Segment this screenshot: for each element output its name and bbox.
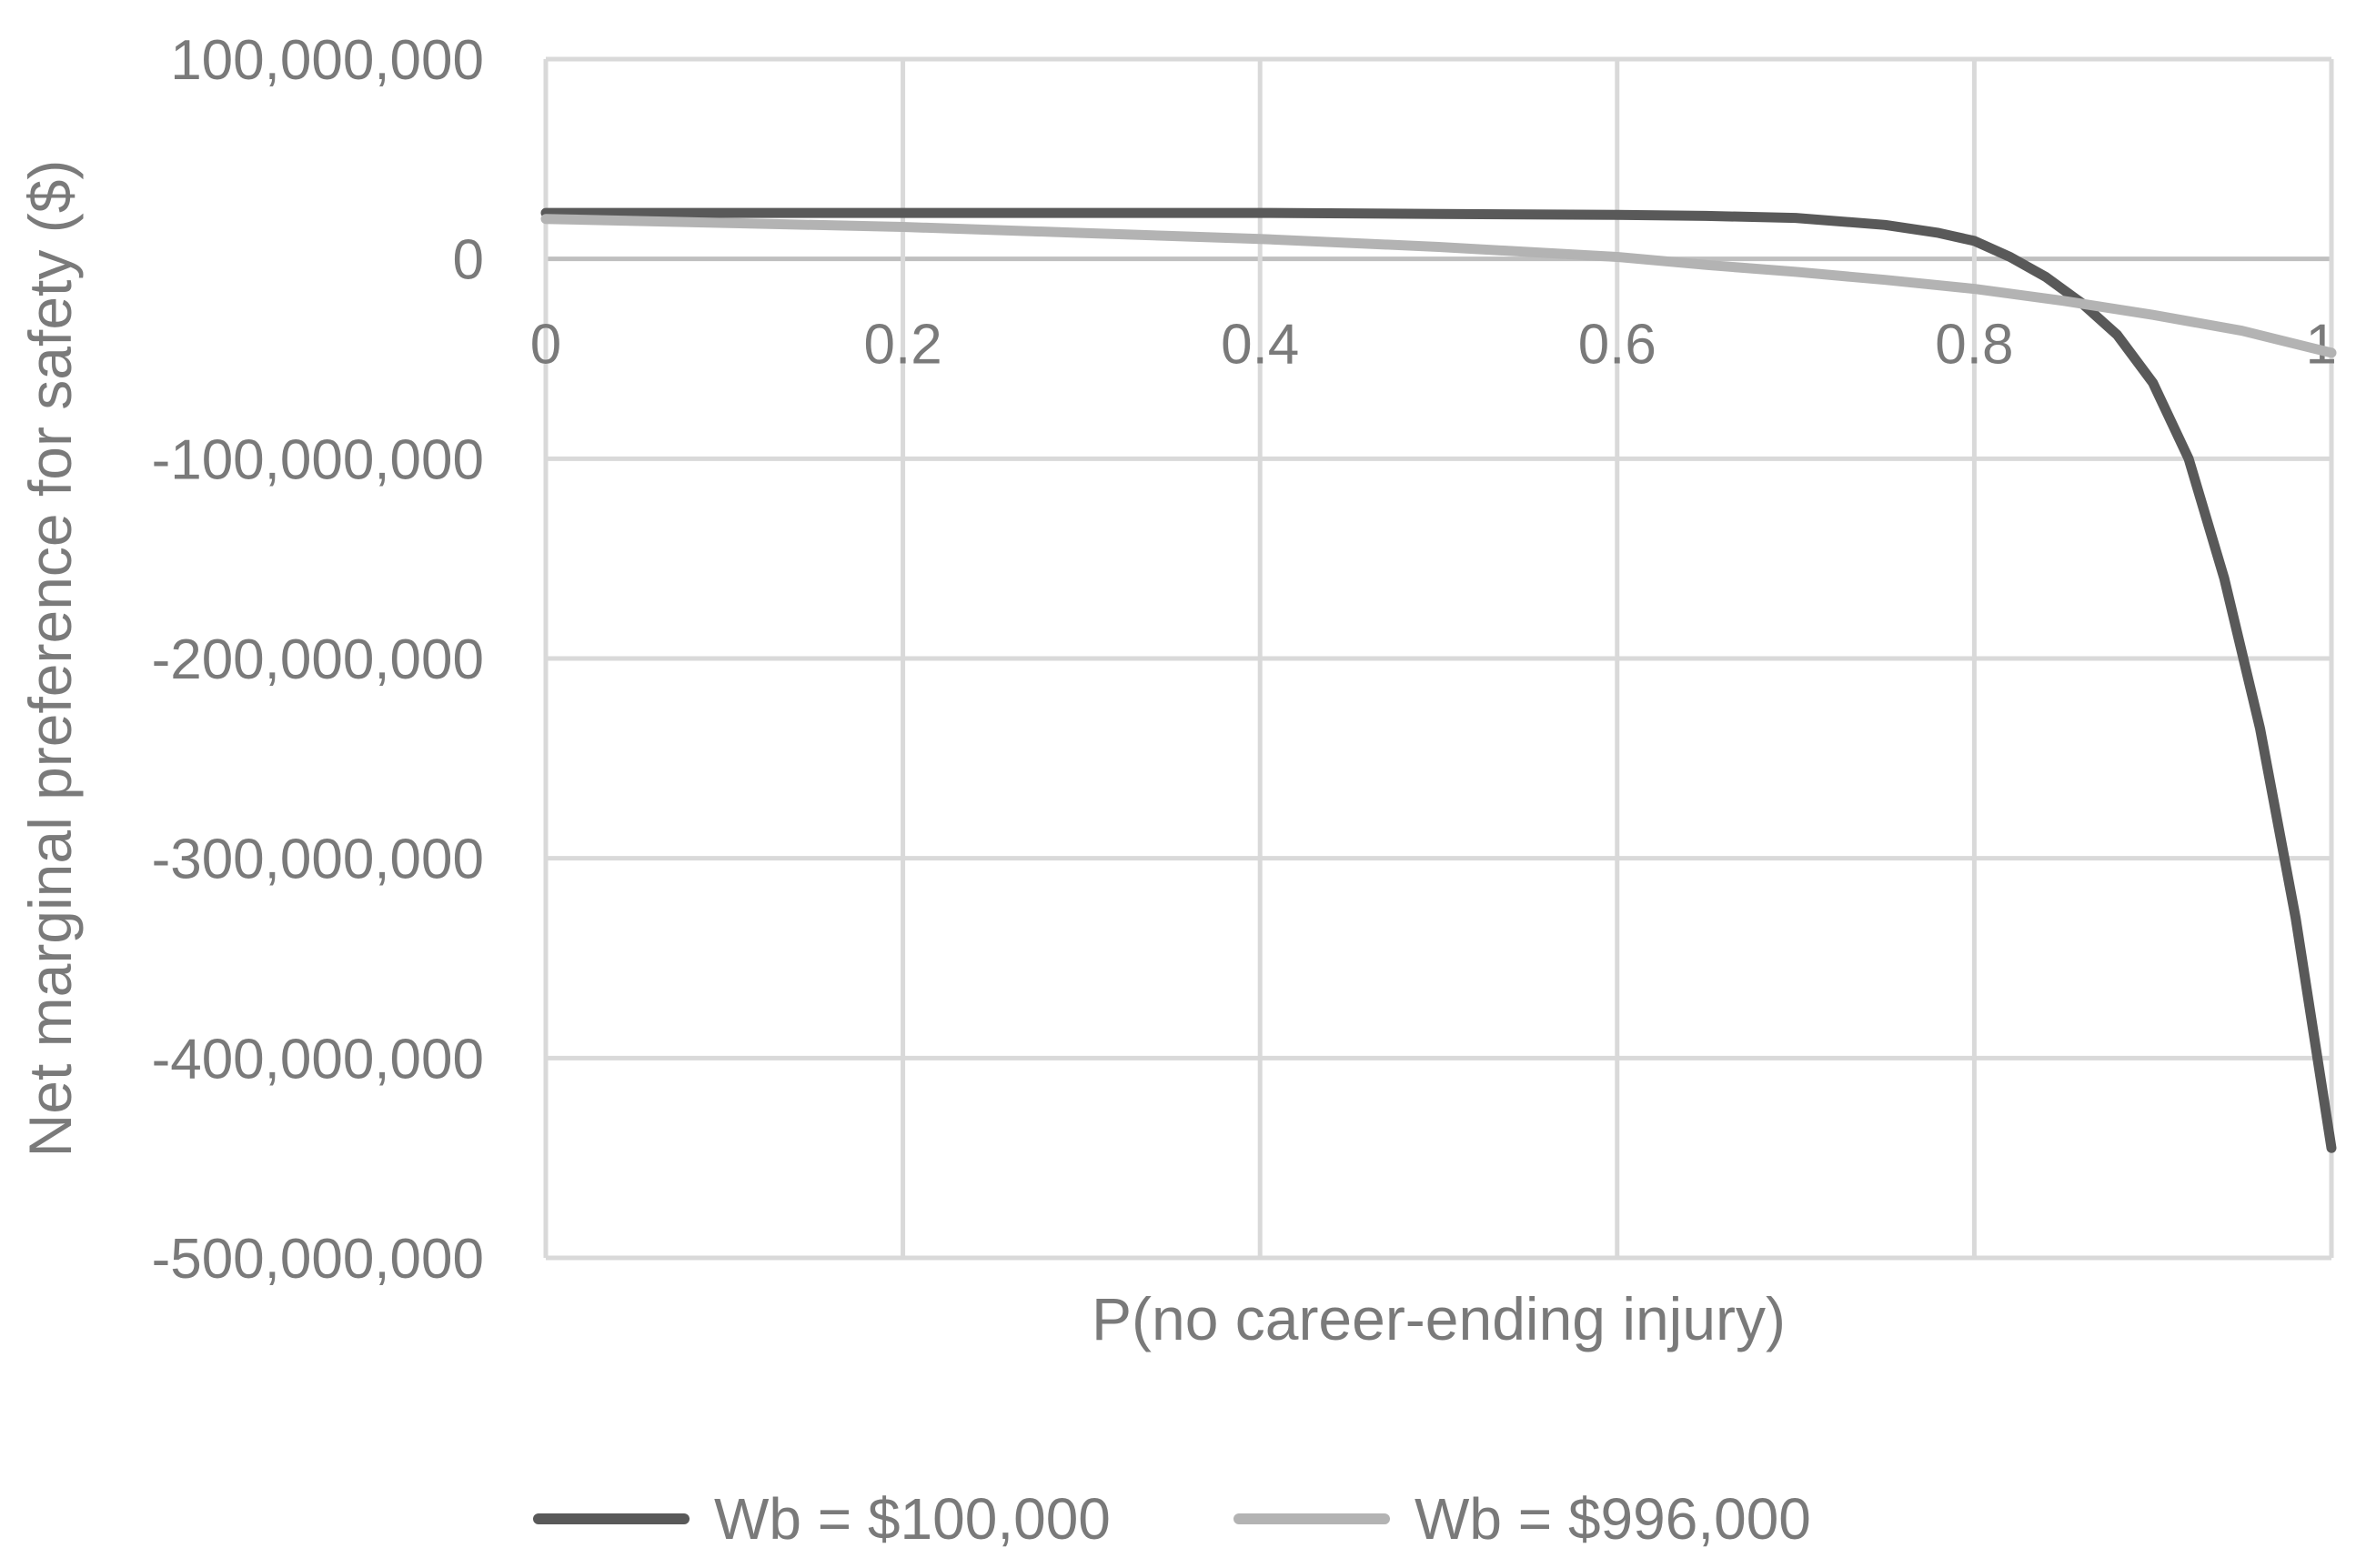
x-tick-label: 0.8 <box>1935 314 2013 377</box>
y-tick-label: -200,000,000 <box>152 628 484 691</box>
series-line-2 <box>540 214 2337 358</box>
x-tick-label: 0.2 <box>863 314 941 377</box>
y-axis-tick-labels: 100,000,000 0 -100,000,000 -200,000,000 -300… <box>152 29 484 1291</box>
x-tick-label: 0.4 <box>1221 314 1299 377</box>
x-axis-title: P(no career-ending injury) <box>1092 1285 1786 1352</box>
series-line-1 <box>540 207 2337 1153</box>
legend-label-2: Wb = $996,000 <box>1415 1486 1811 1552</box>
y-tick-label: 100,000,000 <box>170 29 484 92</box>
y-tick-label: -300,000,000 <box>152 829 484 891</box>
gridlines <box>543 56 2334 1261</box>
legend: Wb = $100,000 Wb = $996,000 <box>533 1486 1811 1552</box>
y-tick-label: -100,000,000 <box>152 428 484 491</box>
x-tick-label: 0.6 <box>1578 314 1656 377</box>
x-axis-tick-labels: 0 0.2 0.4 0.6 0.8 1 <box>530 314 2337 377</box>
y-tick-label: -400,000,000 <box>152 1028 484 1091</box>
series-lines <box>540 207 2337 1153</box>
y-tick-label: 0 <box>453 229 484 292</box>
y-tick-label: -500,000,000 <box>152 1228 484 1291</box>
y-axis-title: Net marginal preference for safety ($) <box>16 160 84 1158</box>
legend-label-1: Wb = $100,000 <box>714 1486 1111 1552</box>
x-tick-label: 0 <box>530 314 561 377</box>
